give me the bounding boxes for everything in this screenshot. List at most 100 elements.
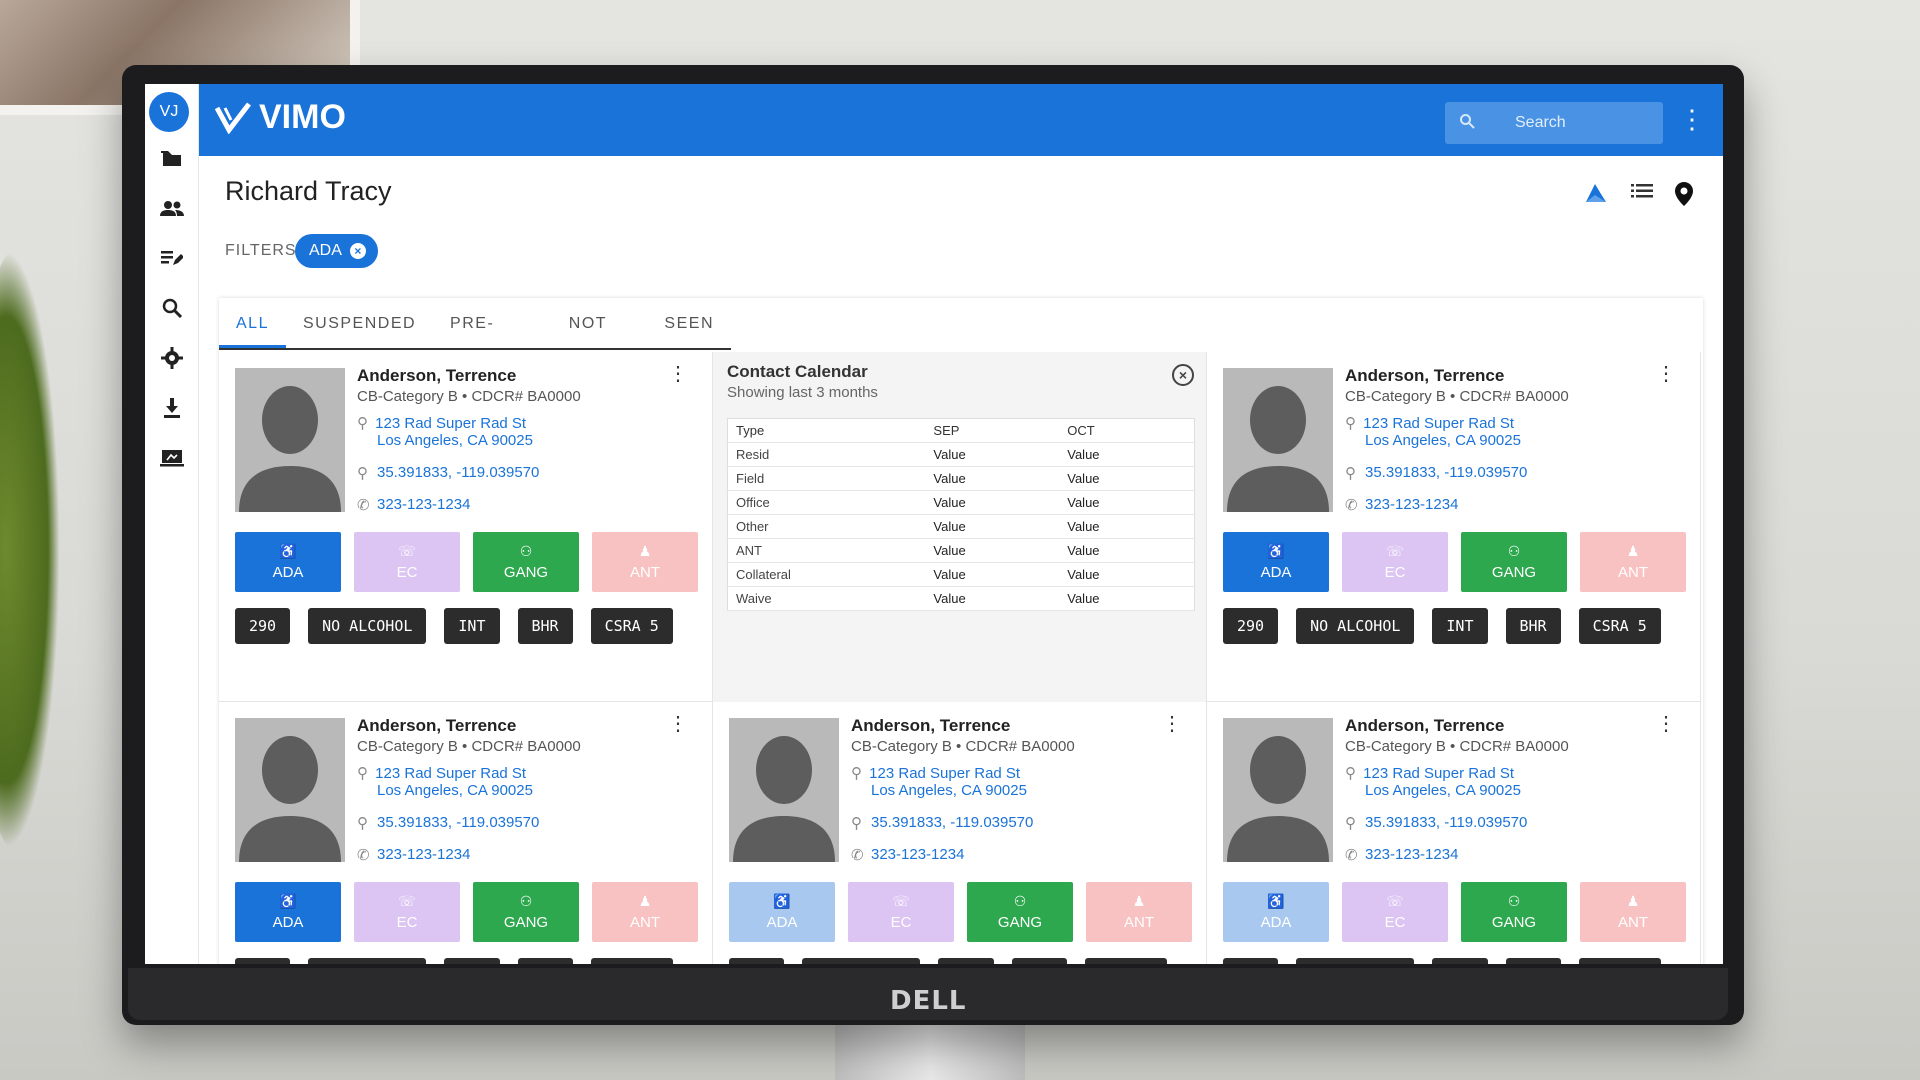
- search-input[interactable]: Search: [1445, 102, 1663, 144]
- ec-icon: ☏: [1386, 893, 1404, 909]
- location-pin-icon[interactable]: [1675, 182, 1693, 206]
- client-card[interactable]: Anderson, Terrence CB-Category B • CDCR#…: [1207, 702, 1701, 964]
- button-label: GANG: [1491, 914, 1537, 931]
- table-row: ANT Value Value: [727, 538, 1195, 563]
- phone-icon: ✆: [1345, 847, 1358, 864]
- ec-button[interactable]: ☏ EC: [1342, 882, 1448, 942]
- tab-pre-release[interactable]: PRE-RELEASE: [450, 315, 533, 384]
- tab-not-seen[interactable]: NOT SEEN: [568, 315, 617, 384]
- condition-tags: 290 NO ALCOHOL INT BHR CSRA 5: [235, 608, 673, 644]
- button-label: EC: [1384, 914, 1406, 931]
- location-pin-icon: ⚲: [357, 765, 368, 782]
- address-line-2: Los Angeles, CA 90025: [1365, 432, 1521, 449]
- client-card[interactable]: Anderson, Terrence CB-Category B • CDCR#…: [1207, 352, 1701, 702]
- close-icon[interactable]: ×: [1172, 364, 1194, 386]
- table-cell: Value: [925, 442, 1060, 467]
- more-vert-icon[interactable]: ⋮: [1679, 104, 1705, 134]
- gang-button[interactable]: ⚇ GANG: [473, 532, 579, 592]
- ada-button[interactable]: ♿ ADA: [235, 532, 341, 592]
- client-name[interactable]: Anderson, Terrence: [357, 716, 517, 735]
- table-cell: Value: [925, 514, 1060, 539]
- client-card[interactable]: Anderson, Terrence CB-Category B • CDCR#…: [219, 702, 713, 964]
- client-name[interactable]: Anderson, Terrence: [851, 716, 1011, 735]
- folder-icon[interactable]: [158, 144, 186, 172]
- client-phone[interactable]: ✆ 323-123-1234: [357, 846, 470, 864]
- gang-button[interactable]: ⚇ GANG: [1461, 532, 1567, 592]
- client-address[interactable]: ⚲ 123 Rad Super Rad St Los Angeles, CA 9…: [357, 764, 533, 799]
- coordinates-text: 35.391833, -119.039570: [377, 814, 540, 831]
- client-name[interactable]: Anderson, Terrence: [1345, 366, 1505, 385]
- condition-tags: 290 NO ALCOHOL INT BHR CSRA 5: [235, 958, 673, 964]
- filter-chip-ada[interactable]: ADA ×: [295, 234, 378, 268]
- more-vert-icon[interactable]: ⋮: [668, 363, 688, 385]
- status-tabs: ALL SUSPENDED PRE-RELEASE NOT SEEN SEEN: [219, 298, 731, 384]
- tab-seen[interactable]: SEEN: [664, 315, 714, 332]
- screen-share-icon[interactable]: [158, 444, 186, 472]
- ant-button[interactable]: ♟ ANT: [1086, 882, 1192, 942]
- map-layers-icon[interactable]: [1583, 182, 1609, 204]
- close-icon[interactable]: ×: [349, 243, 366, 259]
- accessibility-icon: ♿: [1267, 893, 1285, 909]
- search-icon[interactable]: [158, 294, 186, 322]
- ec-button[interactable]: ☏ EC: [1342, 532, 1448, 592]
- client-card[interactable]: Anderson, Terrence CB-Category B • CDCR#…: [713, 702, 1207, 964]
- table-cell: Value: [925, 562, 1060, 587]
- avatar[interactable]: VJ: [149, 92, 189, 132]
- client-phone[interactable]: ✆ 323-123-1234: [1345, 496, 1458, 514]
- ada-button[interactable]: ♿ ADA: [729, 882, 835, 942]
- button-label: ANT: [1618, 914, 1648, 931]
- caseload-panel: ALL SUSPENDED PRE-RELEASE NOT SEEN SEEN …: [219, 298, 1703, 964]
- client-coordinates[interactable]: ⚲ 35.391833, -119.039570: [1345, 814, 1527, 832]
- person-icon: ♟: [638, 893, 652, 909]
- client-coordinates[interactable]: ⚲ 35.391833, -119.039570: [851, 814, 1033, 832]
- client-address[interactable]: ⚲ 123 Rad Super Rad St Los Angeles, CA 9…: [1345, 764, 1521, 799]
- tab-all[interactable]: ALL: [219, 298, 286, 348]
- tab-suspended[interactable]: SUSPENDED: [302, 315, 417, 332]
- download-icon[interactable]: [158, 394, 186, 422]
- ada-button[interactable]: ♿ ADA: [1223, 532, 1329, 592]
- client-address[interactable]: ⚲ 123 Rad Super Rad St Los Angeles, CA 9…: [1345, 414, 1521, 449]
- more-vert-icon[interactable]: ⋮: [1656, 713, 1676, 735]
- ec-button[interactable]: ☏ EC: [354, 882, 460, 942]
- phone-text: 323-123-1234: [1365, 846, 1459, 863]
- vimo-logo[interactable]: VIMO: [215, 98, 346, 137]
- gear-icon[interactable]: [158, 344, 186, 372]
- accessibility-icon: ♿: [279, 543, 297, 559]
- accessibility-icon: ♿: [279, 893, 297, 909]
- ant-button[interactable]: ♟ ANT: [1580, 532, 1686, 592]
- address-line-1: 123 Rad Super Rad St: [869, 765, 1021, 782]
- gang-button[interactable]: ⚇ GANG: [967, 882, 1073, 942]
- client-coordinates[interactable]: ⚲ 35.391833, -119.039570: [357, 814, 539, 832]
- button-label: GANG: [997, 914, 1043, 931]
- ant-button[interactable]: ♟ ANT: [592, 882, 698, 942]
- more-vert-icon[interactable]: ⋮: [1162, 713, 1182, 735]
- client-phone[interactable]: ✆ 323-123-1234: [1345, 846, 1458, 864]
- client-category: CB-Category B • CDCR# BA0000: [1345, 738, 1569, 755]
- people-icon[interactable]: [158, 194, 186, 222]
- client-address[interactable]: ⚲ 123 Rad Super Rad St Los Angeles, CA 9…: [357, 414, 533, 449]
- tag-290: 290: [235, 958, 291, 964]
- list-view-icon[interactable]: [1631, 182, 1653, 200]
- client-name[interactable]: Anderson, Terrence: [1345, 716, 1505, 735]
- client-phone[interactable]: ✆ 323-123-1234: [851, 846, 964, 864]
- ec-button[interactable]: ☏ EC: [354, 532, 460, 592]
- client-address[interactable]: ⚲ 123 Rad Super Rad St Los Angeles, CA 9…: [851, 764, 1027, 799]
- more-vert-icon[interactable]: ⋮: [668, 713, 688, 735]
- client-phone[interactable]: ✆ 323-123-1234: [357, 496, 470, 514]
- client-coordinates[interactable]: ⚲ 35.391833, -119.039570: [357, 464, 539, 482]
- client-coordinates[interactable]: ⚲ 35.391833, -119.039570: [1345, 464, 1527, 482]
- ada-button[interactable]: ♿ ADA: [235, 882, 341, 942]
- client-name[interactable]: Anderson, Terrence: [357, 366, 517, 385]
- flag-buttons: ♿ ADA ☏ EC ⚇ GANG ♟ ANT: [1223, 532, 1686, 592]
- ant-button[interactable]: ♟ ANT: [592, 532, 698, 592]
- gang-button[interactable]: ⚇ GANG: [473, 882, 579, 942]
- ada-button[interactable]: ♿ ADA: [1223, 882, 1329, 942]
- table-cell: Waive: [727, 586, 926, 611]
- edit-list-icon[interactable]: [158, 244, 186, 272]
- address-line-1: 123 Rad Super Rad St: [375, 765, 527, 782]
- client-card[interactable]: Anderson, Terrence CB-Category B • CDCR#…: [219, 352, 713, 702]
- more-vert-icon[interactable]: ⋮: [1656, 363, 1676, 385]
- ec-button[interactable]: ☏ EC: [848, 882, 954, 942]
- gang-button[interactable]: ⚇ GANG: [1461, 882, 1567, 942]
- ant-button[interactable]: ♟ ANT: [1580, 882, 1686, 942]
